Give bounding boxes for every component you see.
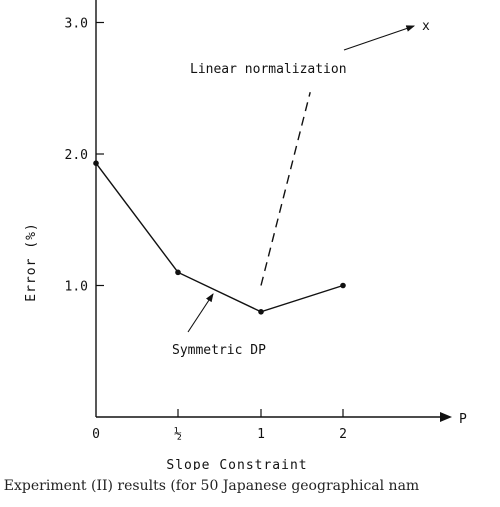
series-line-linear-normalization [260,92,311,286]
symmetric-arrow [187,293,214,333]
x-tick-label: 1 [257,427,265,442]
x-axis-arrow [440,412,452,422]
linear-normalization-label: Linear normalization [190,62,347,77]
x-tick-label: 2 [339,427,347,442]
x-axis-end-label: P [459,412,467,427]
x-ticks: 0 ½ 1 2 [92,409,347,442]
annotation-linear: Linear normalization x [190,19,430,77]
data-point [340,282,346,289]
linear-arrow [343,25,416,51]
data-point [175,269,181,276]
chart: 1.0 2.0 3.0 0 ½ 1 2 P Error (%) Slope Constra… [24,0,467,470]
y-tick-label: 2.0 [65,148,88,163]
y-axis-label: Error (%) [24,222,39,301]
x-tick-label: ½ [174,427,182,442]
figure-caption: 6. Experiment (II) results (for 50 Japan… [0,478,420,494]
linear-marker: x [422,19,430,34]
series-line-symmetric-dp [95,162,344,313]
symmetric-dp-label: Symmetric DP [172,343,266,358]
series-layer [93,92,346,315]
svg-text:Error (%): Error (%) [24,222,39,301]
y-tick-label: 1.0 [65,280,88,295]
data-point [93,160,99,167]
y-ticks: 1.0 2.0 3.0 [65,17,104,295]
axes [95,0,452,422]
y-tick-label: 3.0 [65,17,88,32]
x-tick-label: 0 [92,427,100,442]
x-axis-label: Slope Constraint [166,458,307,470]
data-point [258,309,264,315]
annotation-symmetric: Symmetric DP [172,293,266,358]
